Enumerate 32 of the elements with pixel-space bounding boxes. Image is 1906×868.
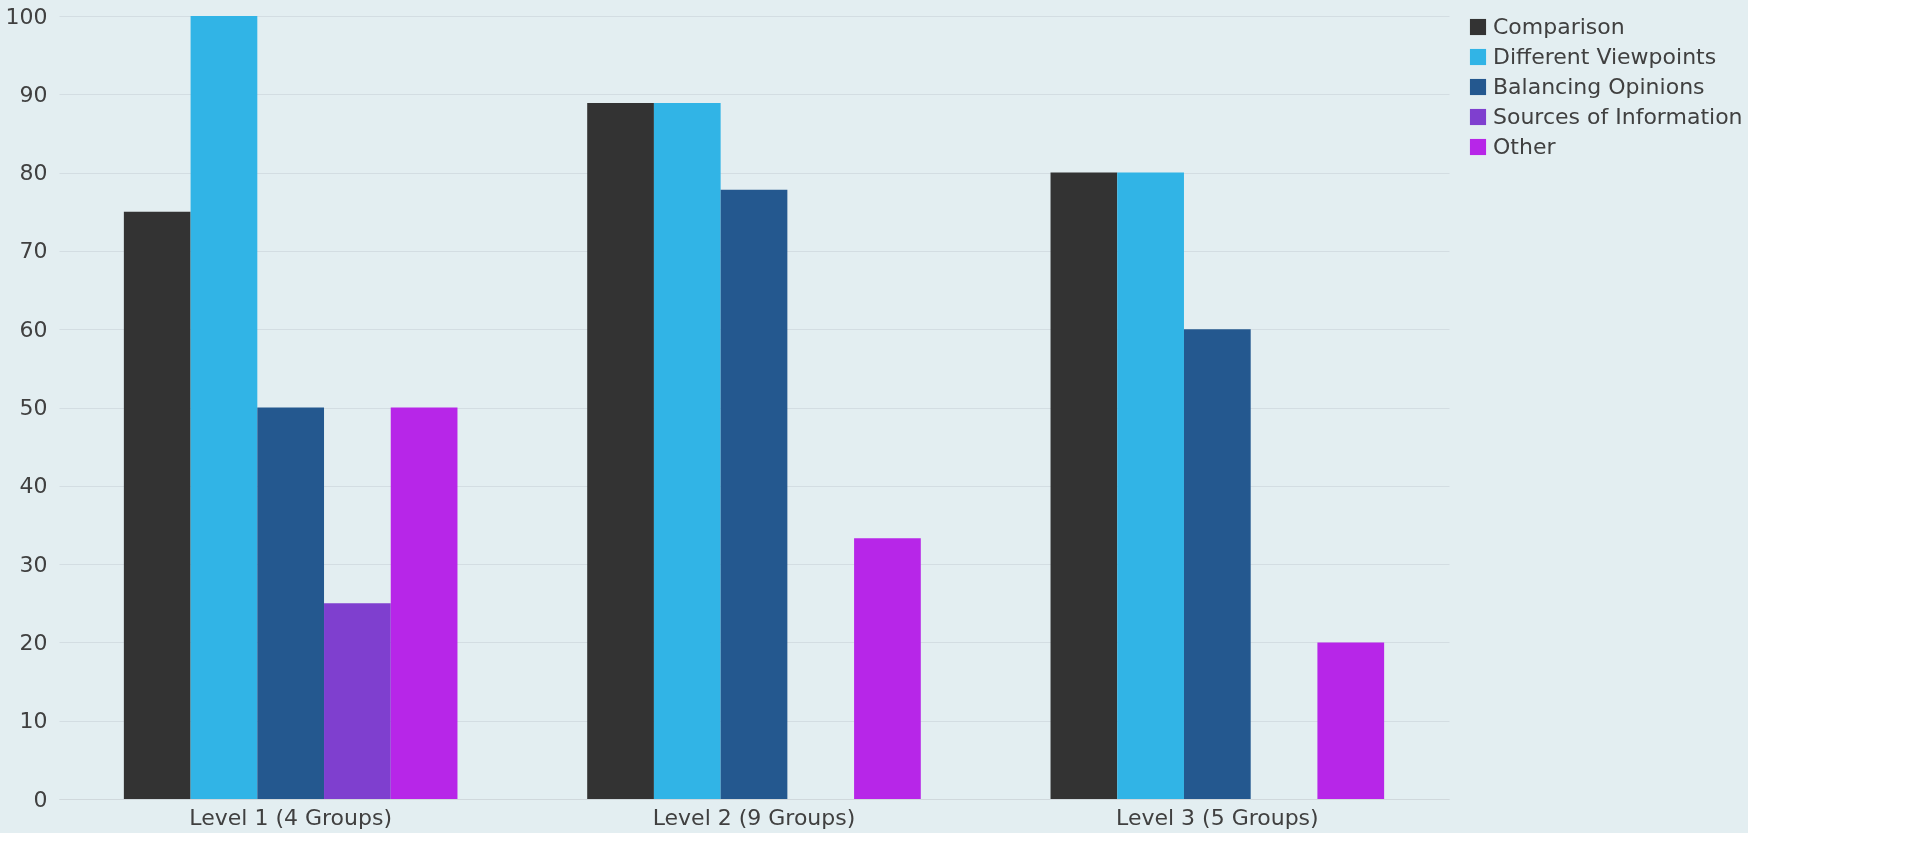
y-tick-label: 60 xyxy=(19,316,48,342)
y-tick-label: 20 xyxy=(19,629,48,655)
bar xyxy=(390,407,458,799)
bar xyxy=(854,538,921,799)
legend-label: Other xyxy=(1493,134,1557,159)
x-tick-label: Level 3 (5 Groups) xyxy=(1116,804,1319,830)
y-tick-label: 90 xyxy=(19,81,48,107)
bar xyxy=(257,407,325,799)
y-tick-label: 30 xyxy=(19,551,48,577)
bar xyxy=(190,16,258,799)
y-tick-label: 40 xyxy=(19,473,48,499)
bar xyxy=(653,102,721,799)
legend-label: Different Viewpoints xyxy=(1493,44,1717,69)
x-tick-label: Level 2 (9 Groups) xyxy=(652,804,856,830)
y-tick-label: 10 xyxy=(19,708,48,734)
legend-label: Comparison xyxy=(1493,14,1625,39)
bar xyxy=(1183,329,1251,799)
y-tick-label: 80 xyxy=(19,160,48,186)
y-tick-label: 100 xyxy=(5,3,48,29)
bar xyxy=(324,603,391,799)
bar xyxy=(1050,172,1118,799)
bar xyxy=(720,189,788,799)
y-tick-label: 70 xyxy=(19,238,48,264)
bar xyxy=(587,102,654,799)
legend-label: Sources of Information xyxy=(1493,104,1743,129)
y-tick-label: 50 xyxy=(19,395,48,420)
y-tick-label: 0 xyxy=(33,786,48,812)
bar xyxy=(1117,172,1184,799)
bar xyxy=(123,211,191,799)
bar xyxy=(1317,642,1385,799)
x-tick-label: Level 1 (4 Groups) xyxy=(189,804,392,830)
legend-label: Balancing Opinions xyxy=(1493,74,1705,99)
